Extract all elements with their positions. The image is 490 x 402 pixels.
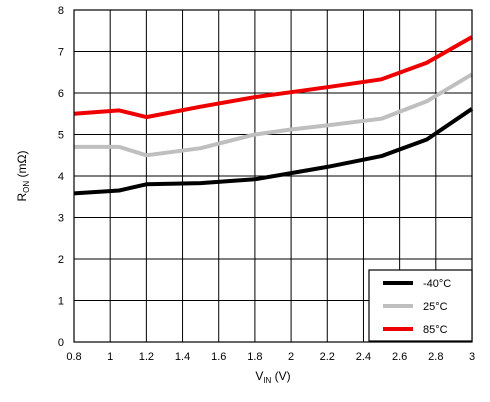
x-tick-label: 1.4 xyxy=(175,351,190,363)
x-tick-label: 2.2 xyxy=(320,351,335,363)
x-tick-label: 1.2 xyxy=(139,351,154,363)
legend-label-minus40c: -40°C xyxy=(423,278,451,290)
legend-label-25c: 25°C xyxy=(423,301,448,313)
x-axis-title: VIN (V) xyxy=(255,369,290,385)
x-tick-label: 3 xyxy=(469,351,475,363)
x-tick-label: 2 xyxy=(288,351,294,363)
x-tick-label: 2.6 xyxy=(392,351,407,363)
x-tick-label: 2.8 xyxy=(428,351,443,363)
tick-labels: 0.8 1 1.2 1.4 1.6 1.8 2 2.2 2.4 2.6 2.8 3 0 1 2 3 4 5 6 7 8 xyxy=(58,5,475,363)
y-axis-title-main: R xyxy=(15,192,29,201)
y-tick-label: 5 xyxy=(58,130,64,142)
x-tick-label: 1.8 xyxy=(247,351,262,363)
x-axis-title-subscript: IN xyxy=(263,376,271,385)
x-tick-label: 0.8 xyxy=(66,351,81,363)
series-line-85c xyxy=(73,35,473,120)
y-tick-label: 7 xyxy=(58,47,64,59)
x-tick-label: 2.4 xyxy=(356,351,371,363)
y-tick-label: 8 xyxy=(58,5,64,17)
series-line-25c xyxy=(74,72,474,158)
y-tick-label: 1 xyxy=(58,296,64,308)
y-axis-title: RON (mΩ) xyxy=(15,151,31,202)
legend: -40°C 25°C 85°C xyxy=(368,269,473,342)
x-tick-label: 1.6 xyxy=(211,351,226,363)
x-axis-title-main: V xyxy=(255,369,263,383)
x-tick-label: 1 xyxy=(107,351,113,363)
y-tick-label: 2 xyxy=(58,254,64,266)
y-tick-label: 0 xyxy=(58,337,64,349)
series-line-minus40c xyxy=(73,107,474,196)
data-series xyxy=(73,35,474,196)
plot-frame xyxy=(73,9,473,343)
y-tick-label: 4 xyxy=(58,171,64,183)
x-axis-title-unit: (V) xyxy=(271,369,290,383)
y-axis-title-unit: (mΩ) xyxy=(15,151,29,181)
legend-label-85c: 85°C xyxy=(423,324,448,336)
y-axis-title-subscript: ON xyxy=(22,181,31,193)
y-tick-label: 3 xyxy=(58,213,64,225)
y-tick-label: 6 xyxy=(58,88,64,100)
